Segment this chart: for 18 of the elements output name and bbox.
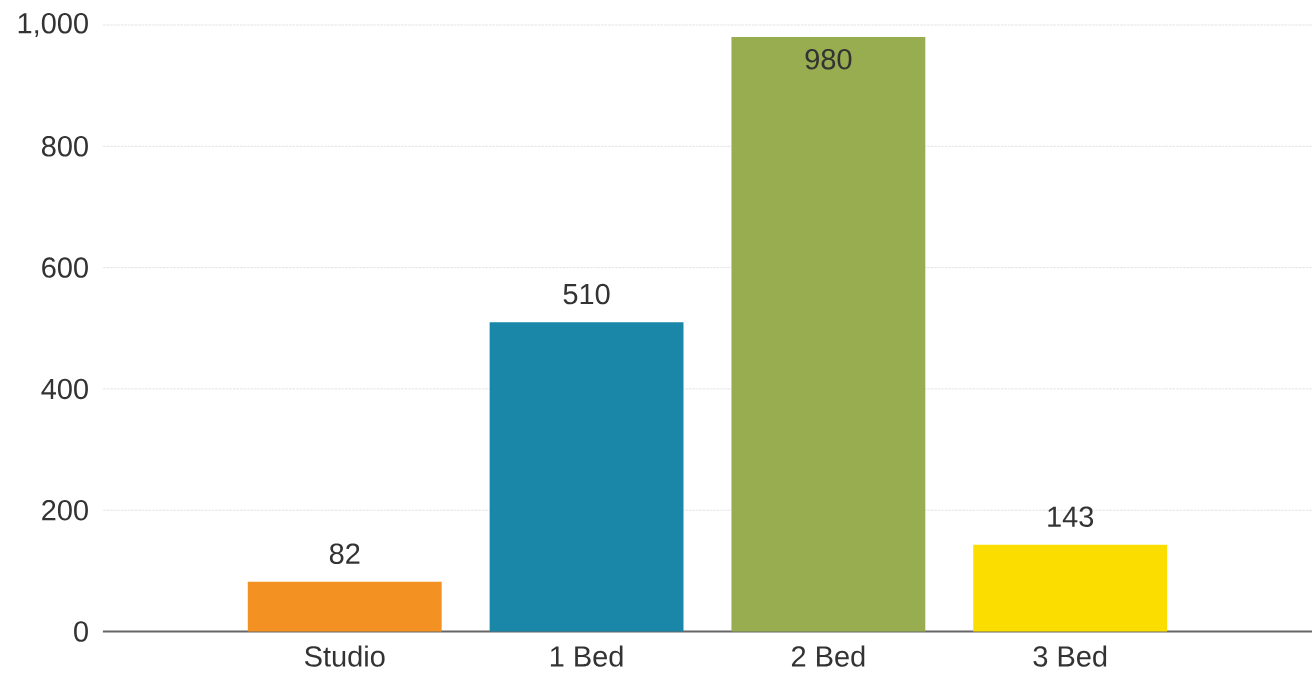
data-label: 143 <box>1048 506 1094 528</box>
x-tick-label: 3 Bed <box>1033 645 1107 667</box>
y-tick-label: 0 <box>74 621 88 643</box>
x-tick-label: Studio <box>304 645 385 667</box>
x-tick-label: 2 Bed <box>791 645 865 667</box>
x-tick-label: 1 Bed <box>550 645 623 667</box>
data-label: 980 <box>805 49 852 70</box>
bar <box>247 582 442 632</box>
y-tick-label: 1,000 <box>18 13 88 38</box>
y-tick-label: 800 <box>41 136 88 157</box>
bar <box>489 322 684 632</box>
y-tick-label: 600 <box>42 257 88 279</box>
y-tick-label: 400 <box>41 378 88 400</box>
bar <box>973 545 1168 632</box>
data-label: 510 <box>563 284 610 305</box>
bar <box>731 37 926 632</box>
data-label: 82 <box>329 543 360 565</box>
y-tick-label: 200 <box>42 500 88 521</box>
